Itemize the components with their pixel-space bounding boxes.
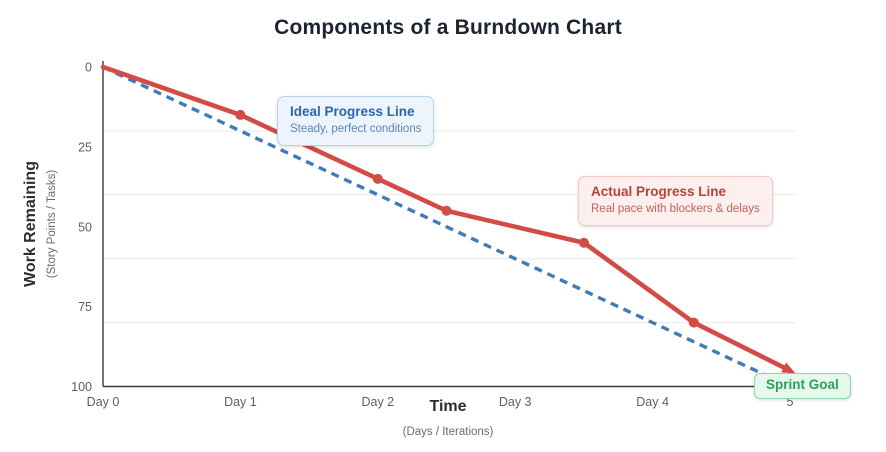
x-tick-label: Day 1 — [224, 395, 257, 409]
x-tick-label: Day 2 — [361, 395, 394, 409]
ideal-annotation-title: Ideal Progress Line — [290, 104, 415, 119]
y-axis-title: Work Remaining — [22, 161, 39, 287]
actual-line-arrowhead — [781, 362, 796, 374]
y-tick-label: 50 — [78, 220, 92, 234]
y-tick-label: 0 — [85, 61, 92, 75]
chart-title: Components of a Burndown Chart — [274, 16, 622, 39]
x-tick-label: 5 — [787, 395, 794, 409]
ideal-annotation-subtitle: Steady, perfect conditions — [290, 122, 422, 135]
actual-annotation: Actual Progress Line Real pace with bloc… — [578, 176, 773, 226]
sprint-annotation-title: Sprint Goal — [766, 377, 839, 392]
sprint-annotation: Sprint Goal — [754, 373, 851, 399]
y-tick-label: 75 — [78, 300, 92, 314]
y-axis-subtitle: (Story Points / Tasks) — [46, 169, 58, 279]
actual-data-point — [688, 317, 699, 328]
ideal-progress-line — [102, 65, 791, 389]
actual-annotation-subtitle: Real pace with blockers & delays — [591, 202, 760, 215]
x-axis-title: Time — [429, 398, 467, 415]
actual-data-point — [372, 173, 383, 184]
ideal-annotation: Ideal Progress Line Steady, perfect cond… — [277, 96, 435, 146]
y-tick-label: 25 — [78, 140, 92, 154]
actual-data-point — [235, 109, 246, 120]
x-tick-label: Day 4 — [636, 395, 669, 409]
actual-data-point — [441, 205, 452, 216]
x-axis-subtitle: (Days / Iterations) — [402, 426, 494, 438]
actual-data-point — [578, 237, 589, 248]
x-tick-label: Day 0 — [87, 395, 120, 409]
actual-annotation-title: Actual Progress Line — [591, 184, 727, 199]
y-tick-label: 100 — [71, 380, 92, 394]
x-tick-label: Day 3 — [499, 395, 532, 409]
